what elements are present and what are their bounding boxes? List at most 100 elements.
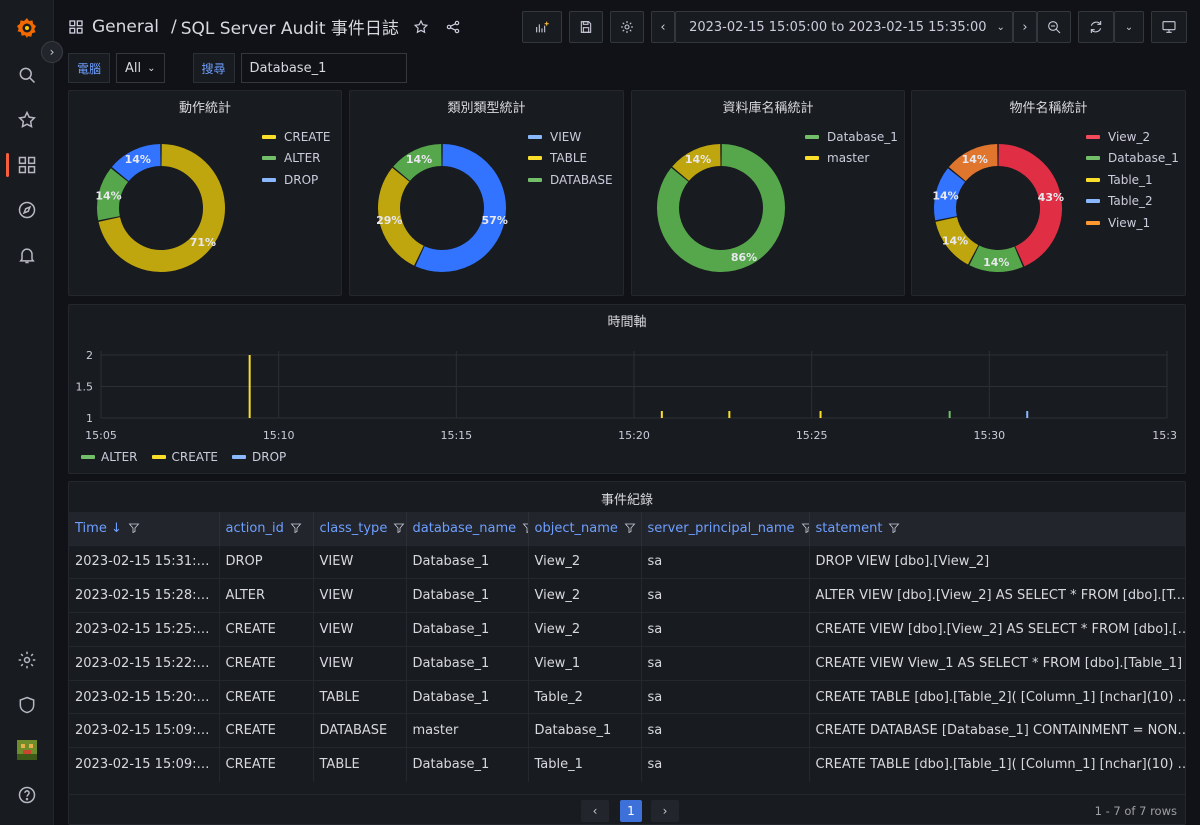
save-dashboard-button[interactable]	[569, 11, 603, 43]
legend-item[interactable]: Table_2	[1086, 191, 1179, 213]
refresh-interval-dropdown[interactable]: ⌄	[1114, 11, 1144, 43]
legend-swatch	[81, 455, 95, 459]
chevron-down-icon: ⌄	[1124, 21, 1134, 33]
table-row[interactable]: 2023-02-15 15:25:15 CREATE VIEW Database_1 V…	[69, 612, 1185, 647]
column-header-label: action_id	[225, 520, 284, 536]
search-input[interactable]	[240, 53, 407, 83]
legend-item[interactable]: DATABASE	[528, 169, 613, 191]
avatar[interactable]	[15, 738, 39, 762]
legend-item[interactable]: Table_1	[1086, 169, 1179, 191]
legend-swatch	[262, 177, 276, 182]
legend-item[interactable]: DROP	[232, 450, 286, 464]
legend-item[interactable]: TABLE	[528, 148, 613, 170]
shield-icon[interactable]	[15, 693, 39, 717]
breadcrumb-folder[interactable]: General	[92, 16, 159, 37]
chevron-down-icon: ⌄	[147, 62, 156, 74]
pie-slice-master[interactable]	[672, 144, 722, 182]
variable-bar: 電腦 All ⌄ 搜尋	[68, 53, 407, 83]
star-icon[interactable]	[15, 108, 39, 132]
pie-slice-alter[interactable]	[97, 168, 129, 221]
column-header[interactable]: database_name	[406, 512, 529, 545]
table-row[interactable]: 2023-02-15 15:20:47 CREATE TABLE Database_1…	[69, 679, 1185, 714]
pie-slice-view-2[interactable]	[998, 144, 1062, 267]
legend-item[interactable]: View_2	[1086, 126, 1179, 148]
share-icon[interactable]	[445, 19, 461, 35]
filter-icon[interactable]	[290, 522, 302, 534]
pie-slice-table-2[interactable]	[934, 168, 966, 221]
next-page-button[interactable]: ›	[651, 800, 679, 822]
pie-slice-database-1[interactable]	[657, 144, 785, 272]
pie-slice-label: 14%	[406, 153, 432, 166]
table-row[interactable]: 2023-02-15 15:28:53 ALTER VIEW Database_1 Vi…	[69, 578, 1185, 613]
legend-item[interactable]: CREATE	[151, 450, 218, 464]
table-row[interactable]: 2023-02-15 15:09:11 CREATE TABLE Database_1…	[69, 747, 1185, 782]
column-header[interactable]: Time ↓	[69, 512, 220, 545]
explore-compass-icon[interactable]	[15, 198, 39, 222]
legend-item[interactable]: DROP	[262, 169, 331, 191]
table-row[interactable]: 2023-02-15 15:31:04 DROP VIEW Database_1 Vie…	[69, 544, 1185, 579]
page-title[interactable]: SQL Server Audit 事件日誌	[180, 19, 399, 39]
sidebar-expand-button[interactable]: ›	[41, 41, 63, 63]
dashboard-topbar: General / SQL Server Audit 事件日誌 ‹ 2023-0…	[54, 0, 1200, 52]
table-row[interactable]: 2023-02-15 15:22:41 CREATE VIEW Database_1 V…	[69, 645, 1185, 681]
donut-chart: 43% 14% 14% 14% 14%	[932, 144, 1064, 272]
column-header[interactable]: class_type	[313, 512, 407, 545]
pie-slice-table[interactable]	[378, 167, 425, 266]
pie-slice-drop[interactable]	[111, 144, 162, 182]
legend-item[interactable]: View_1	[1086, 212, 1179, 234]
refresh-icon	[1090, 21, 1102, 33]
x-tick-label: 15:30	[973, 429, 1005, 442]
star-icon[interactable]	[413, 19, 429, 35]
zoom-out-button[interactable]	[1037, 11, 1071, 43]
column-header[interactable]: action_id	[219, 512, 314, 545]
time-shift-forward-button[interactable]: ›	[1013, 11, 1037, 43]
legend-item[interactable]: CREATE	[262, 126, 331, 148]
help-icon[interactable]	[15, 783, 39, 807]
pie-slice-table-1[interactable]	[935, 216, 979, 265]
legend-swatch	[151, 455, 166, 459]
filter-icon[interactable]	[393, 522, 405, 534]
gear-icon[interactable]	[15, 648, 39, 672]
time-shift-back-button[interactable]: ‹	[651, 11, 675, 43]
prev-page-button[interactable]: ‹	[581, 800, 609, 822]
grafana-logo-icon[interactable]	[15, 16, 39, 40]
legend-item[interactable]: master	[805, 148, 898, 170]
refresh-button[interactable]	[1078, 11, 1114, 43]
column-header[interactable]: object_name	[528, 512, 642, 545]
column-header[interactable]: statement	[809, 512, 1185, 545]
column-header-label: statement	[815, 520, 883, 536]
time-range-picker[interactable]: 2023-02-15 15:05:00 to 2023-02-15 15:35:…	[675, 11, 1013, 43]
table-cell: DROP	[219, 544, 314, 579]
legend-item[interactable]: Database_1	[1086, 148, 1179, 170]
variable-label-search: 搜尋	[192, 53, 235, 83]
legend-item[interactable]: Database_1	[805, 126, 898, 148]
pie-slice-view[interactable]	[415, 144, 506, 272]
alerting-bell-icon[interactable]	[15, 243, 39, 267]
search-icon[interactable]	[15, 63, 39, 87]
legend-item[interactable]: VIEW	[528, 126, 613, 148]
dashboards-icon[interactable]	[15, 153, 39, 177]
x-tick-label: 15:20	[618, 429, 650, 442]
kiosk-mode-button[interactable]	[1151, 11, 1187, 43]
table-row[interactable]: 2023-02-15 15:09:11 CREATE DATABASE master D…	[69, 713, 1185, 748]
filter-icon[interactable]	[624, 522, 636, 534]
filter-icon[interactable]	[128, 522, 140, 534]
page-1-button[interactable]: 1	[620, 800, 642, 822]
add-panel-button[interactable]	[522, 11, 562, 43]
filter-icon[interactable]	[801, 522, 809, 534]
dashboard-settings-button[interactable]	[610, 11, 644, 43]
filter-icon[interactable]	[888, 522, 900, 534]
breadcrumb: General / SQL Server Audit 事件日誌	[68, 14, 461, 39]
rows-count: 1 - 7 of 7 rows	[1094, 804, 1177, 818]
legend-item[interactable]: ALTER	[262, 148, 331, 170]
filter-icon[interactable]	[522, 522, 528, 534]
pie-slice-view-1[interactable]	[948, 144, 999, 182]
pie-slice-database-1[interactable]	[969, 245, 1023, 272]
pie-slice-database[interactable]	[393, 144, 443, 182]
legend-item[interactable]: ALTER	[81, 450, 138, 464]
pie-slice-create[interactable]	[98, 144, 225, 272]
computer-select[interactable]: All ⌄	[116, 53, 165, 83]
x-tick-label: 15:3	[1152, 429, 1177, 442]
pie-slice-label: 57%	[482, 214, 508, 227]
column-header[interactable]: server_principal_name	[641, 512, 810, 545]
